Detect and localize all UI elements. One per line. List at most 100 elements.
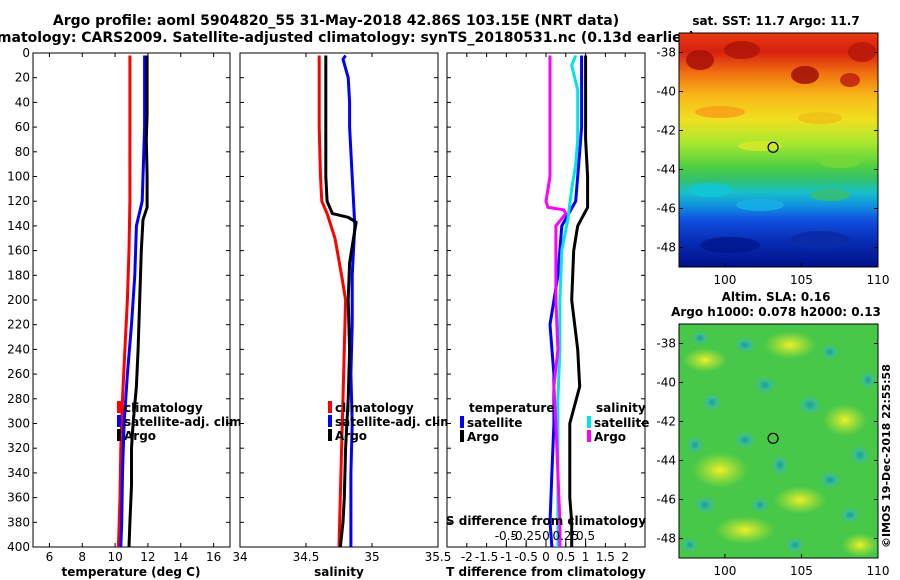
depth-tick-label: 340 [7, 466, 30, 480]
series-t-argo [568, 55, 590, 547]
depth-tick-label: 260 [7, 367, 30, 381]
legend-title-salinity: salinity [596, 401, 646, 415]
depth-tick-label: 40 [15, 95, 30, 109]
sst-texture [686, 41, 876, 253]
lat-tick-label: -48 [656, 532, 676, 546]
x-tick-label: 14 [173, 550, 188, 564]
difference-panel: -2 -1.5 -1 -0.5 0 0.5 1 1.5 2 temperature salini… [446, 52, 649, 579]
sla-map-subtitle: Argo h1000: 0.078 h2000: 0.13 [671, 305, 881, 319]
legend-swatch-t-argo [460, 430, 464, 442]
x-tick-label: 8 [78, 550, 86, 564]
legend-label-t-argo: Argo [467, 430, 499, 444]
legend-title-temperature: temperature [469, 401, 554, 415]
x-tick-label: -1.5 [475, 550, 498, 564]
difference-plot-frame [446, 52, 646, 548]
depth-tick-label: 240 [7, 342, 30, 356]
salinity-plot-frame [239, 52, 439, 548]
depth-tick-label: 280 [7, 392, 30, 406]
lat-tick-label: -38 [656, 46, 676, 60]
legend-swatch-t-satellite [460, 416, 464, 428]
difference-legend: temperature salinity satellite Argo sate… [460, 401, 649, 444]
x-tick-label: 0 [542, 550, 550, 564]
legend-swatch-satellite-adj [117, 415, 121, 427]
difference-lines [544, 54, 590, 547]
lon-tick-label: 100 [713, 564, 736, 578]
lat-tick-label: -40 [656, 376, 676, 390]
legend-label-satellite-adj: satellite-adj. clim. [335, 415, 457, 429]
lon-tick-label: 100 [713, 273, 736, 287]
salinity-difference-axis: -0.5-0.25 0 0.250.5 [495, 529, 595, 547]
x-tick-label: 35 [364, 550, 379, 564]
depth-tick-label: 360 [7, 491, 30, 505]
depth-tick-label: 220 [7, 318, 30, 332]
series-satellite-adj-clim- [119, 55, 147, 547]
s-diff-tick-label: 0.25 [552, 529, 579, 543]
legend-swatch-argo [328, 429, 332, 441]
legend-label-s-satellite: satellite [594, 416, 649, 430]
sla-texture [681, 330, 878, 557]
temperature-legend: climatology satellite-adj. clim. Argo [117, 401, 246, 443]
legend-label-t-satellite: satellite [467, 416, 522, 430]
lat-tick-label: -46 [656, 493, 676, 507]
depth-tick-label: 320 [7, 441, 30, 455]
s-diff-tick-label: 0 [542, 529, 550, 543]
salinity-depth-ticks [240, 52, 438, 548]
title-line2: Climatology: CARS2009. Satellite-adjuste… [0, 30, 695, 46]
temperature-x-axis: 6 8 10 12 14 16 [46, 53, 221, 564]
imos-credit: ©IMOS 19-Dec-2018 22:55:58 [880, 364, 893, 548]
s-diff-tick-label: -0.25 [511, 529, 542, 543]
depth-tick-label: 80 [15, 145, 30, 159]
lat-tick-label: -42 [656, 415, 676, 429]
s-diff-tick-label: 0.5 [576, 529, 595, 543]
legend-swatch-satellite-adj [328, 415, 332, 427]
legend-label-argo: Argo [124, 429, 156, 443]
depth-tick-label: 60 [15, 120, 30, 134]
series-satellite-adj-clim- [341, 54, 357, 547]
x-tick-label: 12 [140, 550, 155, 564]
argo-location-marker [767, 432, 779, 444]
temperature-lines [116, 55, 149, 547]
x-tick-label: 6 [46, 550, 54, 564]
series-argo [324, 55, 358, 547]
x-tick-label: 35.5 [425, 550, 452, 564]
sla-map-title: Altim. SLA: 0.16 [722, 290, 831, 304]
depth-tick-label: 300 [7, 417, 30, 431]
legend-swatch-s-satellite [587, 416, 591, 428]
sst-field [679, 33, 878, 267]
legend-label-climatology: climatology [124, 401, 203, 415]
x-tick-label: 2 [621, 550, 629, 564]
legend-label-s-argo: Argo [594, 430, 626, 444]
lon-tick-label: 105 [790, 273, 813, 287]
lon-tick-label: 110 [867, 273, 890, 287]
x-tick-label: -2 [461, 550, 473, 564]
legend-swatch-argo [117, 429, 121, 441]
x-tick-label: 10 [107, 550, 122, 564]
lat-tick-label: -40 [656, 85, 676, 99]
depth-tick-label: 160 [7, 244, 30, 258]
series-t-satellite [548, 55, 584, 547]
depth-tick-label: 400 [7, 540, 30, 554]
temperature-panel: 0 20 40 60 80 100 120 140 160 180 200 220 240 260 280 3… [7, 46, 246, 579]
salinity-lines [317, 54, 358, 547]
depth-tick-label: 0 [22, 46, 30, 60]
s-difference-label: S difference from climatology [446, 514, 646, 528]
t-difference-label: T difference from climatology [446, 565, 646, 579]
sst-map: sat. SST: 11.7 Argo: 11.7 -38 -40 -42 -44 -4… [656, 14, 889, 287]
salinity-legend: climatology satellite-adj. clim. Argo [328, 401, 457, 443]
lat-tick-label: -46 [656, 202, 676, 216]
legend-swatch-climatology [328, 401, 332, 413]
lat-tick-label: -38 [656, 337, 676, 351]
legend-label-climatology: climatology [335, 401, 414, 415]
salinity-x-label: salinity [314, 565, 364, 579]
lat-tick-label: -42 [656, 124, 676, 138]
x-tick-label: 1 [582, 550, 590, 564]
depth-tick-label: 180 [7, 268, 30, 282]
lat-tick-label: -44 [656, 163, 676, 177]
difference-depth-ticks [447, 52, 645, 548]
series-climatology [116, 55, 132, 547]
lat-tick-label: -48 [656, 241, 676, 255]
series-argo [127, 55, 149, 547]
x-tick-label: 16 [206, 550, 221, 564]
depth-tick-label: 380 [7, 515, 30, 529]
